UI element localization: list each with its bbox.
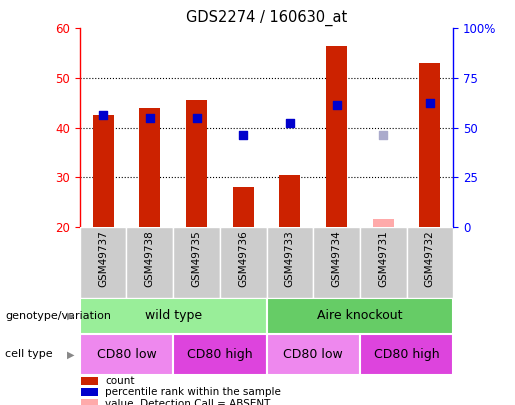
Bar [233,187,254,227]
Bar [140,108,160,227]
Bar [186,100,207,227]
Bar [267,227,313,298]
Bar [127,227,173,298]
Text: genotype/variation: genotype/variation [5,311,111,321]
Point [286,119,294,126]
Bar [81,388,97,396]
Text: GSM49733: GSM49733 [285,230,295,287]
Text: GSM49731: GSM49731 [378,230,388,287]
Bar [93,115,114,227]
Point [146,114,154,121]
Bar [419,63,440,227]
Bar [360,334,453,375]
Bar [267,334,360,375]
Bar [267,298,453,334]
Text: CD80 low: CD80 low [283,348,343,361]
Text: wild type: wild type [145,309,202,322]
Bar [173,334,267,375]
Bar [80,334,173,375]
Text: count: count [105,376,134,386]
Text: cell type: cell type [5,350,53,359]
Point [426,100,434,106]
Point [239,132,247,138]
Text: GSM49738: GSM49738 [145,230,155,287]
Text: GSM49734: GSM49734 [332,230,341,287]
Text: GSM49736: GSM49736 [238,230,248,287]
Text: Aire knockout: Aire knockout [317,309,403,322]
Text: ▶: ▶ [67,311,74,321]
Bar [373,220,393,227]
Bar [326,46,347,227]
Bar [279,175,300,227]
Bar [360,227,406,298]
Point [193,114,201,121]
Bar [80,227,127,298]
Title: GDS2274 / 160630_at: GDS2274 / 160630_at [186,9,347,26]
Point [332,102,340,109]
Bar [81,377,97,385]
Bar [220,227,267,298]
Bar [81,399,97,405]
Point [379,132,387,138]
Text: CD80 low: CD80 low [97,348,157,361]
Text: percentile rank within the sample: percentile rank within the sample [105,388,281,397]
Text: ▶: ▶ [67,350,74,359]
Text: value, Detection Call = ABSENT: value, Detection Call = ABSENT [105,399,270,405]
Bar [173,227,220,298]
Text: GSM49732: GSM49732 [425,230,435,287]
Text: CD80 high: CD80 high [374,348,439,361]
Text: GSM49737: GSM49737 [98,230,108,287]
Bar [406,227,453,298]
Point [99,112,107,118]
Text: GSM49735: GSM49735 [192,230,201,287]
Text: CD80 high: CD80 high [187,348,253,361]
Bar [313,227,360,298]
Bar [80,298,267,334]
